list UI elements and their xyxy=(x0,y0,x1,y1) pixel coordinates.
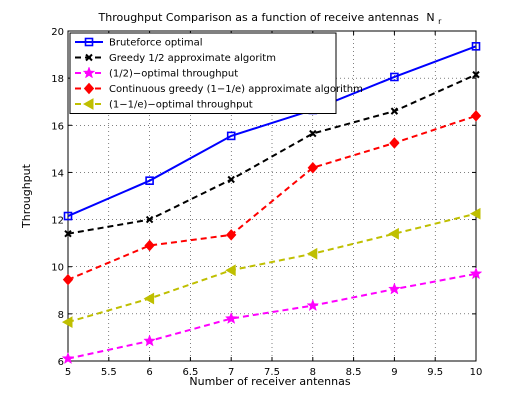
y-tick-label: 18 xyxy=(51,74,64,85)
x-tick-label: 5.5 xyxy=(101,367,117,378)
series-line xyxy=(67,73,477,235)
data-point xyxy=(390,107,399,115)
legend-item: Greedy 1/2 approximate algoritm xyxy=(75,53,276,64)
series-line xyxy=(67,212,477,324)
legend-marker xyxy=(84,37,94,47)
x-tick-label: 8.5 xyxy=(346,367,362,378)
series-2 xyxy=(61,267,483,365)
series-3 xyxy=(62,110,482,286)
legend-label: Bruteforce optimal xyxy=(109,38,203,49)
legend-item: (1/2)−optimal throughput xyxy=(75,66,238,80)
data-point xyxy=(388,282,401,295)
x-tick-label: 5 xyxy=(65,367,71,378)
series-line xyxy=(67,272,477,360)
series-layer xyxy=(61,42,483,365)
legend-label: (1/2)−optimal throughput xyxy=(109,69,238,80)
legend-label: Continuous greedy (1−1/e) approximate al… xyxy=(109,84,363,95)
data-point xyxy=(390,72,399,82)
data-point xyxy=(61,351,75,365)
legend-box xyxy=(69,32,337,114)
legend-marker xyxy=(82,66,96,79)
data-point xyxy=(472,70,480,79)
data-point xyxy=(469,207,481,220)
y-tick-label: 14 xyxy=(51,168,64,179)
x-tick-label: 8 xyxy=(310,367,316,378)
x-tick-label: 9.5 xyxy=(427,367,443,378)
series-1 xyxy=(64,70,480,238)
data-point xyxy=(227,175,235,184)
data-point xyxy=(306,298,320,312)
data-point xyxy=(145,215,154,224)
legend-item: (1−1/e)−optimal throughput xyxy=(75,98,253,111)
x-tick-label: 9 xyxy=(391,367,397,378)
y-tick-label: 20 xyxy=(51,27,64,38)
data-point xyxy=(61,316,73,328)
data-point xyxy=(143,334,156,347)
data-point xyxy=(224,311,238,325)
y-tick-label: 6 xyxy=(58,357,64,368)
data-point xyxy=(307,161,318,174)
legend: Bruteforce optimal Greedy 1/2 approximate… xyxy=(69,32,363,114)
y-tick-label: 12 xyxy=(51,216,64,227)
x-tick-label: 6 xyxy=(146,367,152,378)
data-point xyxy=(306,247,318,260)
data-point xyxy=(470,110,482,122)
data-point xyxy=(144,239,155,252)
data-point xyxy=(62,273,74,286)
chart-title-text: Throughput Comparison as a function of r… xyxy=(98,11,420,24)
data-point xyxy=(471,42,481,51)
data-point xyxy=(64,230,72,238)
chart-title: Throughput Comparison as a function of r… xyxy=(98,11,443,26)
chart-title-subscript: r xyxy=(438,17,442,26)
series-line xyxy=(67,114,477,281)
x-tick-label: 7 xyxy=(228,367,234,378)
legend-item: Bruteforce optimal xyxy=(75,38,203,49)
data-point xyxy=(389,137,400,149)
y-tick-label: 8 xyxy=(58,310,64,321)
x-tick-label: 10 xyxy=(470,367,483,378)
legend-label: Greedy 1/2 approximate algoritm xyxy=(109,53,276,64)
data-point xyxy=(226,229,237,241)
x-axis-label: Number of receiver antennas xyxy=(189,375,350,388)
data-point xyxy=(143,292,155,305)
data-point xyxy=(225,264,236,277)
chart-title-symbol: N xyxy=(426,11,434,24)
x-tick-labels: 5 5.5 6 6.5 7 7.5 8 8.5 9 9.5 10 xyxy=(65,367,483,378)
data-point xyxy=(388,227,399,240)
data-point xyxy=(469,267,483,280)
data-point xyxy=(226,131,236,141)
legend-item: Continuous greedy (1−1/e) approximate al… xyxy=(75,82,363,95)
legend-marker xyxy=(85,53,93,62)
series-0 xyxy=(63,42,481,221)
y-axis-label: Throughput xyxy=(20,163,33,229)
legend-label: (1−1/e)−optimal throughput xyxy=(109,100,253,111)
legend-marker xyxy=(82,98,94,110)
data-point xyxy=(63,211,73,221)
y-tick-labels: 6 8 10 12 14 16 18 20 xyxy=(51,27,64,368)
series-4 xyxy=(61,207,481,328)
y-tick-label: 10 xyxy=(51,263,64,274)
x-tick-label: 6.5 xyxy=(182,367,198,378)
x-tick-label: 7.5 xyxy=(264,367,280,378)
y-tick-label: 16 xyxy=(51,121,64,132)
data-point xyxy=(309,129,317,138)
series-line xyxy=(67,45,477,217)
data-point xyxy=(145,176,154,185)
legend-marker xyxy=(83,82,95,95)
